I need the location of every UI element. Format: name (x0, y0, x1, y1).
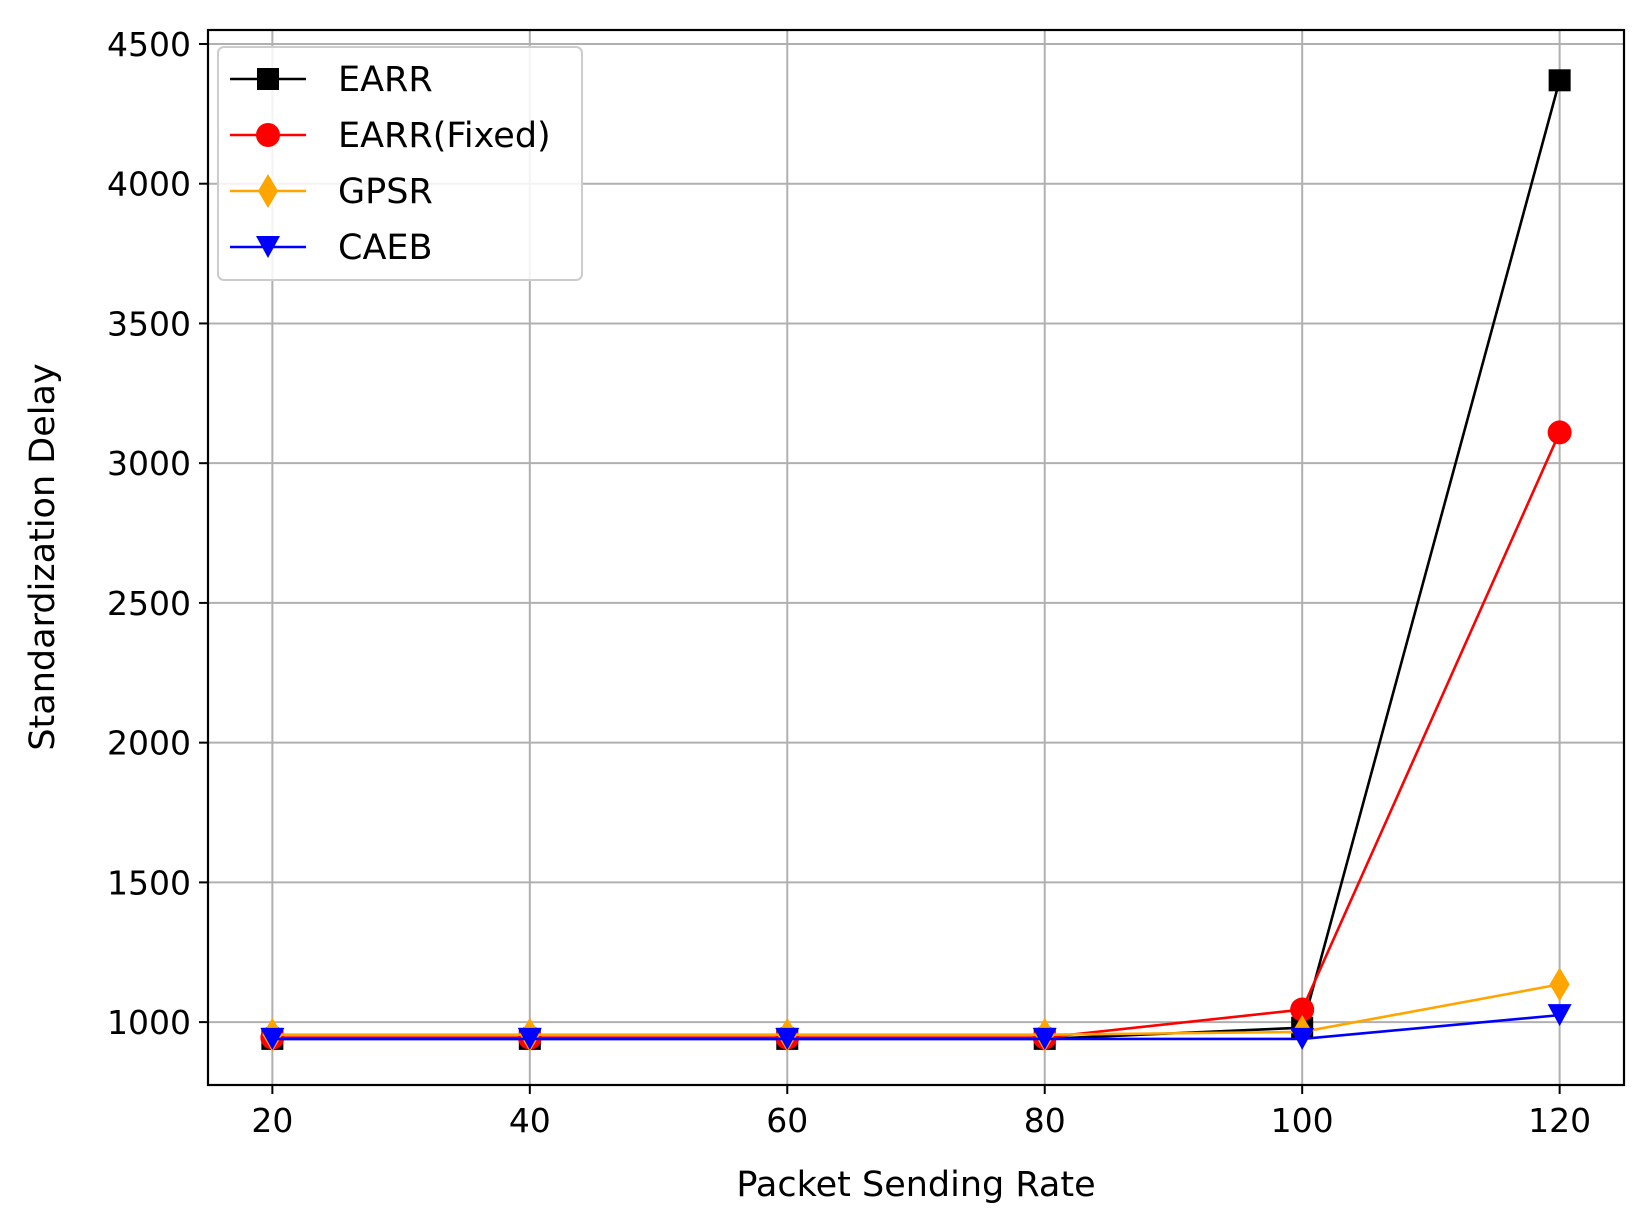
legend-marker (256, 236, 280, 258)
y-axis-label: Standardization Delay (23, 363, 63, 750)
data-point-marker (1290, 997, 1315, 1022)
data-point-marker (1547, 1004, 1572, 1027)
series-line (272, 431, 1561, 1039)
data-point-marker (517, 1027, 542, 1050)
grid-layer (208, 30, 1624, 1085)
legend-box (217, 46, 583, 281)
x-tick-label: 120 (1528, 1101, 1591, 1140)
data-point-marker (1548, 69, 1571, 92)
x-tick-label: 80 (1024, 1101, 1066, 1140)
data-point-marker (1549, 967, 1570, 1002)
x-tick-label: 60 (766, 1101, 808, 1140)
series-line (272, 1013, 1560, 1041)
series-earr-fixed- (260, 420, 1572, 1050)
tick-layer: 20 40 60 80 100 120 1000 1500 2000 2500 3000 3500 40… (107, 25, 1591, 1140)
legend-entry: GPSR (230, 172, 433, 212)
series-caeb (260, 1004, 1572, 1050)
y-tick-label: 3500 (107, 304, 191, 343)
x-tick-label: 40 (509, 1101, 551, 1140)
data-point-marker (1032, 1027, 1057, 1050)
data-point-marker (1290, 1027, 1315, 1050)
plot-frame (206, 28, 1626, 1087)
legend-marker (258, 174, 278, 208)
legend-label: GPSR (338, 172, 433, 212)
legend-entry: CAEB (230, 228, 433, 268)
legend-label: EARR (338, 60, 433, 100)
series-line (272, 983, 1560, 1036)
legend-marker (256, 123, 280, 147)
legend-marker (257, 68, 279, 90)
x-axis-label: Packet Sending Rate (736, 1165, 1095, 1205)
series-layer (260, 69, 1572, 1052)
data-point-marker (1547, 420, 1572, 445)
legend-entry: EARR(Fixed) (230, 116, 551, 156)
x-tick-label: 100 (1271, 1101, 1334, 1140)
y-tick-label: 1500 (107, 863, 191, 902)
legend-label: EARR(Fixed) (338, 116, 551, 156)
data-point-marker (260, 1027, 285, 1050)
data-point-marker (775, 1027, 800, 1050)
y-tick-label: 1000 (107, 1003, 191, 1042)
y-tick-label: 3000 (107, 444, 191, 483)
x-tick-label: 20 (251, 1101, 293, 1140)
y-tick-label: 4000 (107, 165, 191, 204)
y-tick-label: 2500 (107, 584, 191, 623)
legend-entry: EARR (230, 60, 433, 100)
y-tick-label: 2000 (107, 724, 191, 763)
legend: EARR EARR(Fixed) GPSR CAEB (217, 46, 583, 281)
legend-label: CAEB (338, 228, 433, 268)
y-tick-label: 4500 (107, 25, 191, 64)
